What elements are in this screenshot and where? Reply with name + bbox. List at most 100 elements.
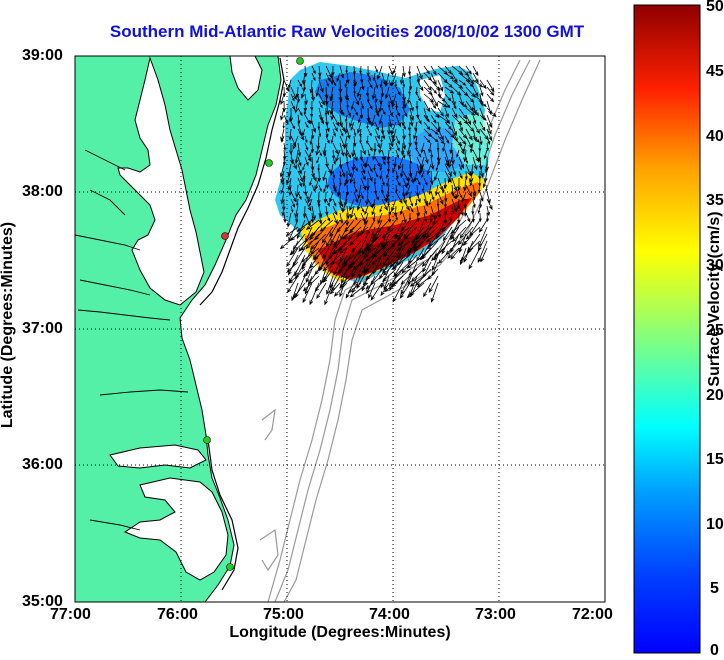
velocity-arrow <box>318 212 323 225</box>
velocity-arrow <box>308 149 313 158</box>
velocity-arrow <box>344 114 348 123</box>
velocity-arrow <box>484 163 488 174</box>
velocity-arrow <box>339 128 344 137</box>
velocity-arrow <box>472 135 481 143</box>
colorbar-tick-label: 35 <box>706 192 724 209</box>
velocity-arrow <box>318 93 325 106</box>
velocity-arrow <box>333 282 348 297</box>
velocity-arrow <box>378 142 383 155</box>
velocity-arrow <box>379 205 383 213</box>
velocity-arrow <box>486 79 495 93</box>
velocity-arrow <box>283 212 287 224</box>
velocity-arrow <box>486 121 492 135</box>
velocity-arrow <box>296 219 313 233</box>
velocity-arrow <box>280 107 285 121</box>
velocity-arrow <box>383 282 397 293</box>
velocity-arrow <box>351 156 356 172</box>
velocity-arrow <box>322 170 327 182</box>
velocity-arrow <box>344 121 348 135</box>
velocity-arrow <box>330 135 334 144</box>
velocity-arrow <box>286 212 292 228</box>
velocity-arrow <box>416 114 422 125</box>
velocity-arrow <box>339 198 344 208</box>
velocity-arrow <box>318 100 323 109</box>
velocity-arrow <box>353 86 356 95</box>
delaware-bay <box>229 56 263 101</box>
velocity-arrow <box>304 156 309 167</box>
velocity-arrow <box>402 93 407 109</box>
velocity-arrow <box>465 226 481 240</box>
velocity-arrow <box>392 282 404 303</box>
velocity-arrow <box>304 149 312 163</box>
velocity-arrow <box>339 177 342 187</box>
colorbar <box>633 4 701 654</box>
velocity-arrow <box>422 219 439 239</box>
velocity-vectors <box>279 65 497 306</box>
velocity-arrow <box>295 184 299 199</box>
velocity-arrow <box>423 205 427 215</box>
velocity-arrow <box>325 79 329 87</box>
velocity-arrow <box>295 212 299 223</box>
velocity-arrow <box>465 93 475 104</box>
velocity-arrow <box>283 79 290 93</box>
velocity-arrow <box>430 205 436 220</box>
velocity-arrow <box>378 114 383 126</box>
velocity-arrow <box>290 198 296 208</box>
velocity-arrow <box>458 121 463 132</box>
velocity-arrow <box>430 93 439 108</box>
velocity-arrow <box>468 170 474 184</box>
velocity-arrow <box>420 142 425 154</box>
velocity-arrow <box>458 170 463 180</box>
velocity-arrow <box>352 275 362 294</box>
velocity-arrow <box>420 163 425 174</box>
x-tick-label: 74:00 <box>369 606 410 623</box>
velocity-arrow <box>359 135 362 144</box>
velocity-arrow <box>367 128 372 137</box>
velocity-arrow <box>443 198 447 209</box>
velocity-arrow <box>472 156 478 171</box>
velocity-arrow <box>434 184 439 197</box>
velocity-arrow <box>450 226 460 241</box>
velocity-arrow <box>367 79 373 89</box>
velocity-arrow <box>387 198 390 207</box>
velocity-arrow <box>437 191 444 205</box>
velocity-arrow <box>395 212 398 221</box>
velocity-arrow <box>405 184 411 197</box>
velocity-arrow <box>300 86 306 99</box>
velocity-arrow <box>360 177 367 191</box>
velocity-arrow <box>359 128 362 138</box>
velocity-arrow <box>391 72 397 87</box>
velocity-arrow <box>486 135 491 145</box>
velocity-arrow <box>316 156 320 164</box>
velocity-arrow <box>374 93 378 103</box>
velocity-arrow <box>371 205 376 216</box>
velocity-arrow <box>451 163 457 177</box>
velocity-arrow <box>414 121 418 132</box>
velocity-arrow <box>290 121 296 130</box>
velocity-arrow <box>395 142 400 152</box>
velocity-arrow <box>477 184 481 194</box>
velocity-arrow <box>450 240 467 260</box>
y-tick-label: 38:00 <box>22 183 63 200</box>
velocity-arrow <box>385 191 390 203</box>
velocity-arrow <box>451 205 455 215</box>
velocity-arrow <box>374 191 379 201</box>
velocity-arrow <box>325 233 334 248</box>
velocity-arrow <box>381 198 388 211</box>
velocity-arrow <box>458 107 468 120</box>
velocity-arrow <box>280 170 285 184</box>
radar-station-marker <box>221 232 229 240</box>
velocity-arrow <box>374 121 379 131</box>
velocity-arrow <box>395 114 401 128</box>
velocity-arrow <box>357 121 362 134</box>
velocity-arrow <box>386 177 390 187</box>
velocity-arrow <box>373 177 377 186</box>
velocity-arrow <box>302 177 306 187</box>
velocity-arrow <box>416 65 423 80</box>
velocity-arrow <box>325 212 331 222</box>
velocity-arrow <box>451 121 457 137</box>
velocity-arrow <box>444 121 453 131</box>
velocity-arrow <box>339 142 345 157</box>
velocity-arrow <box>311 121 316 133</box>
velocity-arrow <box>409 107 414 122</box>
